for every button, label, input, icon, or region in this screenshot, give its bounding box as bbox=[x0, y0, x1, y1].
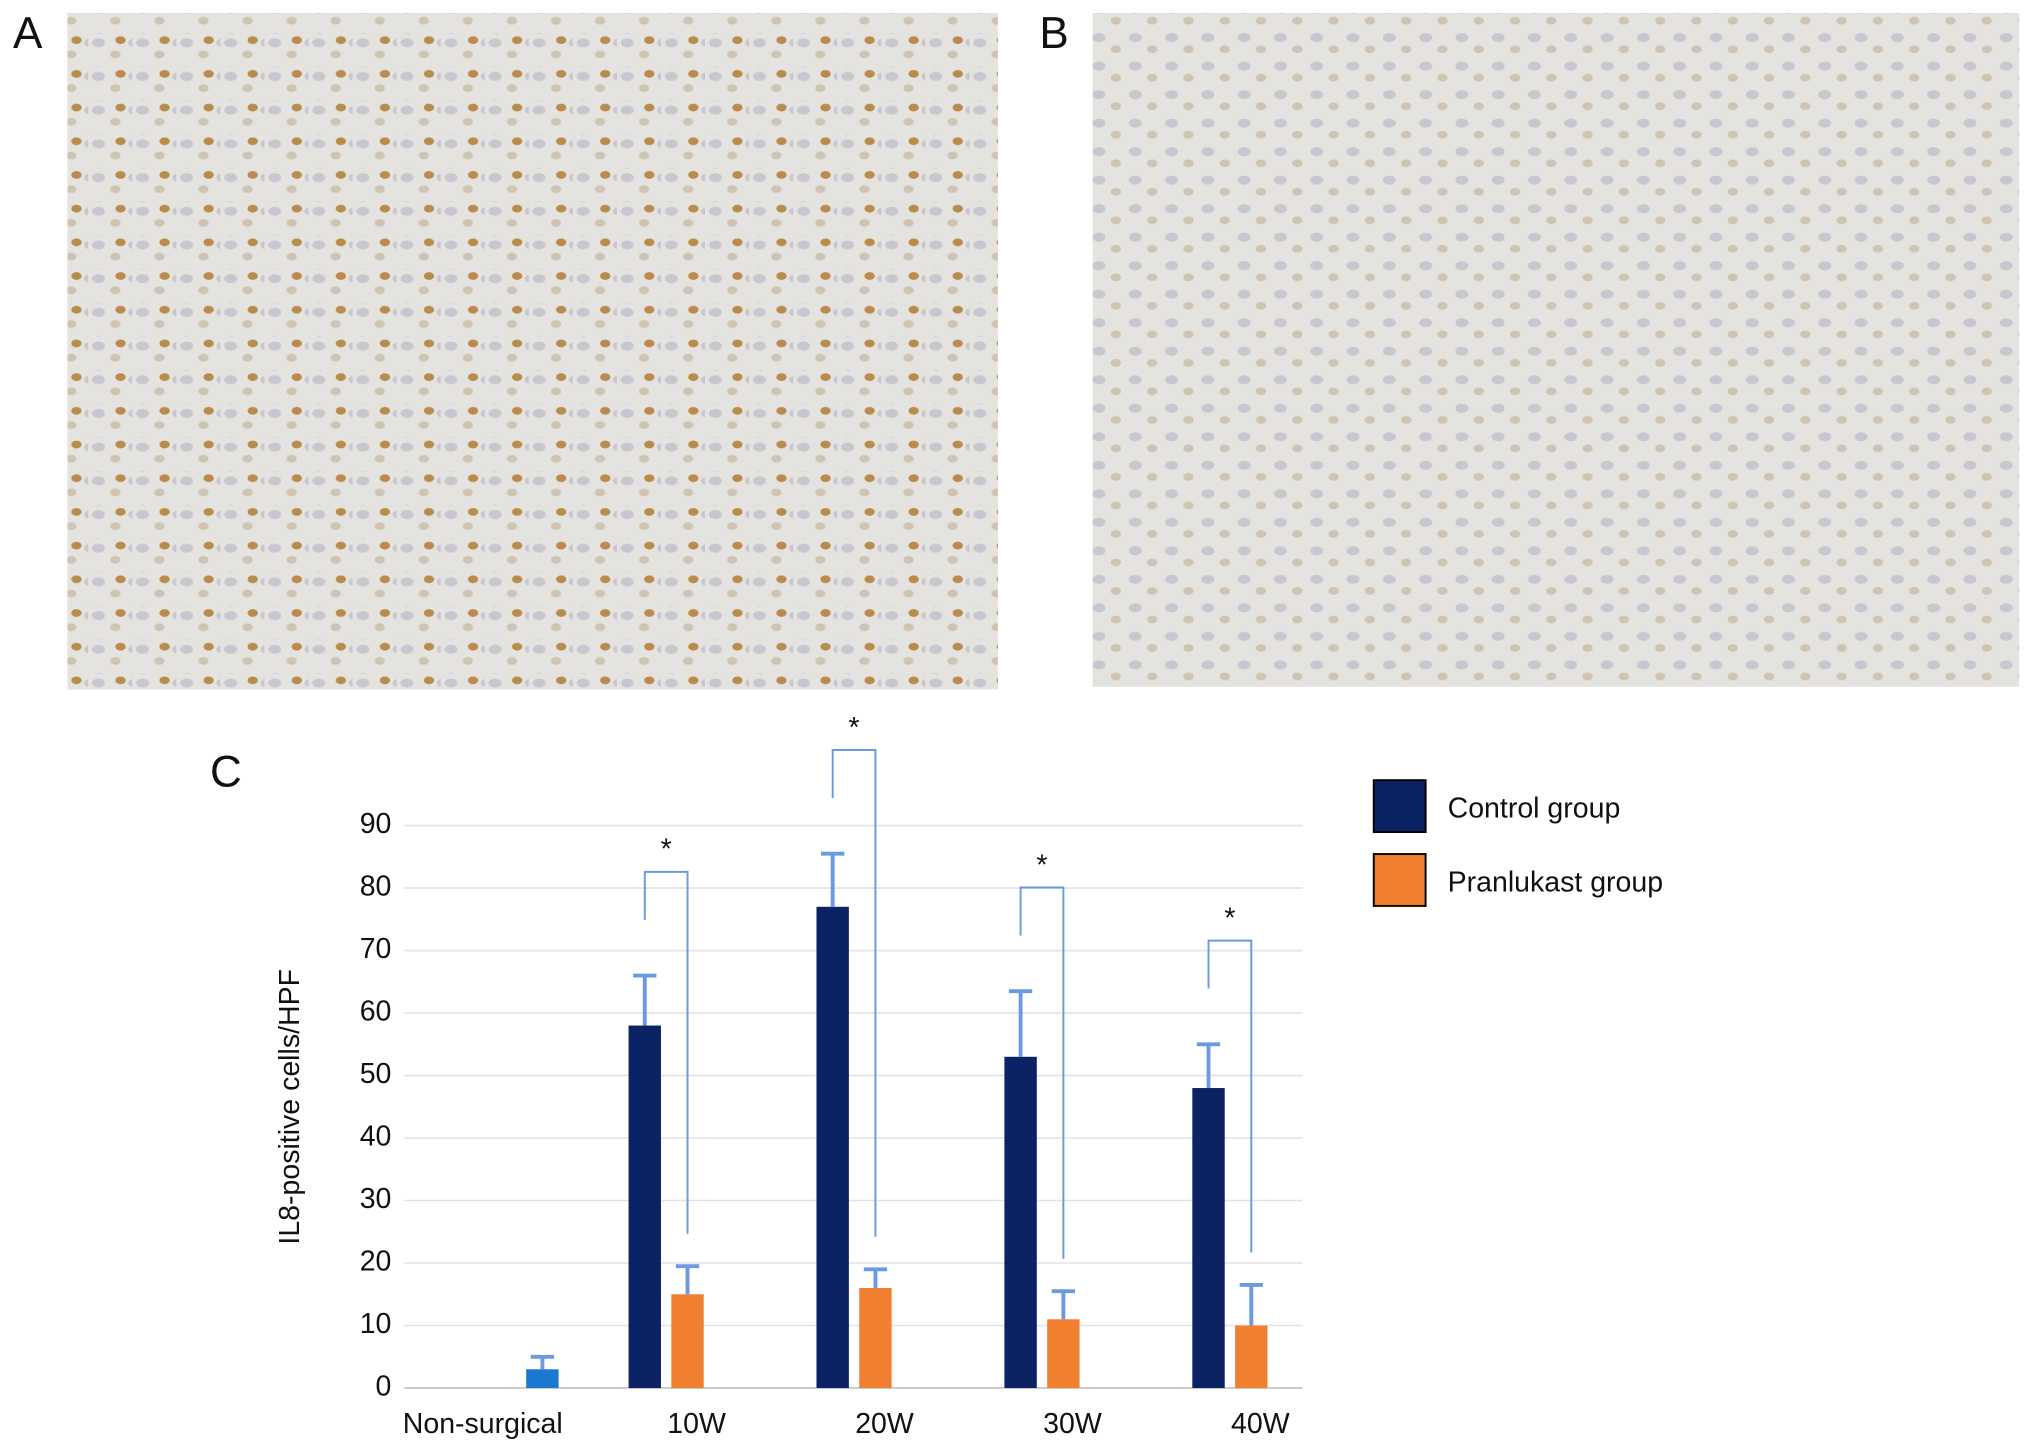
error-bar bbox=[1196, 1042, 1221, 1089]
panel-label: B bbox=[1039, 9, 1068, 58]
bar bbox=[816, 906, 849, 1389]
bar bbox=[628, 1025, 661, 1389]
y-tick-label: 30 bbox=[360, 1183, 392, 1215]
legend-swatch bbox=[1372, 853, 1427, 907]
bar bbox=[1235, 1325, 1268, 1389]
error-bar bbox=[863, 1267, 888, 1289]
panel-label: C bbox=[210, 748, 242, 797]
y-tick-label: 70 bbox=[360, 933, 392, 965]
figure-content: A B C IL8-positive cells/HPF 0 10 20 30 40 50… bbox=[13, 9, 2020, 1440]
y-tick-label: 40 bbox=[360, 1121, 392, 1153]
error-bar bbox=[675, 1264, 700, 1295]
error-bar bbox=[821, 851, 845, 907]
x-tick-label: Non-surgical bbox=[403, 1408, 563, 1440]
panel-label: A bbox=[13, 9, 43, 58]
x-tick-label: 30W bbox=[1043, 1408, 1102, 1440]
x-tick-label: 10W bbox=[667, 1408, 726, 1440]
error-bar bbox=[530, 1354, 555, 1370]
bar bbox=[859, 1288, 892, 1389]
bar bbox=[1047, 1319, 1080, 1389]
significance-marker: * bbox=[661, 834, 672, 866]
significance-bracket bbox=[1019, 886, 1065, 1259]
y-tick-label: 50 bbox=[360, 1058, 392, 1090]
y-tick-label: 0 bbox=[376, 1371, 392, 1403]
significance-marker: * bbox=[849, 712, 860, 744]
micrograph-a bbox=[67, 12, 998, 690]
error-bar bbox=[1051, 1289, 1076, 1320]
error-bar bbox=[633, 973, 657, 1026]
micrograph-b bbox=[1092, 12, 2020, 687]
bar bbox=[671, 1294, 704, 1389]
legend-label: Control group bbox=[1448, 793, 1621, 825]
y-tick-label: 20 bbox=[360, 1246, 392, 1278]
y-tick-label: 90 bbox=[360, 808, 392, 840]
error-bar bbox=[1239, 1282, 1263, 1326]
y-axis-label: IL8-positive cells/HPF bbox=[274, 969, 306, 1245]
bar bbox=[1192, 1088, 1225, 1389]
y-tick-label: 80 bbox=[360, 871, 392, 903]
significance-bracket bbox=[831, 749, 877, 1237]
legend-label: Pranlukast group bbox=[1448, 866, 1663, 898]
significance-bracket bbox=[643, 870, 689, 1234]
legend-swatch bbox=[1372, 779, 1427, 834]
significance-bracket bbox=[1207, 939, 1253, 1253]
bar bbox=[526, 1369, 559, 1389]
y-tick-label: 60 bbox=[360, 996, 392, 1028]
significance-marker: * bbox=[1224, 902, 1235, 934]
error-bar bbox=[1008, 989, 1033, 1057]
y-tick-label: 10 bbox=[360, 1308, 392, 1340]
significance-marker: * bbox=[1036, 849, 1047, 881]
x-tick-label: 20W bbox=[855, 1408, 914, 1440]
x-tick-label: 40W bbox=[1231, 1408, 1290, 1440]
bar bbox=[1004, 1056, 1037, 1389]
